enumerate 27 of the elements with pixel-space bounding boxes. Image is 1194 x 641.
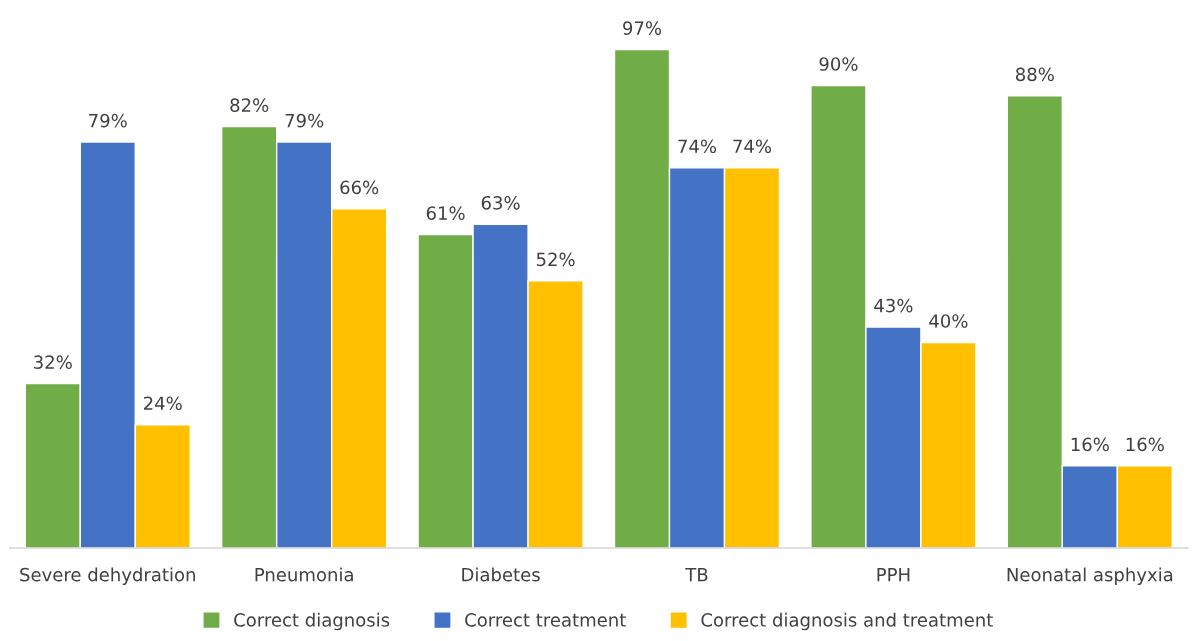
data-label: 66% <box>340 180 379 195</box>
data-label: 74% <box>678 139 717 154</box>
x-tick-label: TB <box>685 568 708 582</box>
data-label: 52% <box>536 252 575 267</box>
data-label: 16% <box>1071 437 1109 452</box>
legend-label: Correct treatment <box>465 613 626 627</box>
data-label: 97% <box>623 21 662 35</box>
x-tick-label: PPH <box>877 568 910 582</box>
legend-label: Correct diagnosis and treatment <box>701 612 993 631</box>
data-label: 16% <box>1126 437 1164 452</box>
data-label: 32% <box>34 355 72 369</box>
x-tick-label: Diabetes <box>462 567 540 582</box>
data-label: 40% <box>929 314 968 328</box>
x-tick-label: Pneumonia <box>255 567 353 582</box>
legend-label: Correct diagnosis <box>234 612 390 631</box>
data-label: 79% <box>285 113 324 128</box>
data-label: 79% <box>89 113 127 128</box>
data-label: 74% <box>733 139 772 154</box>
data-label: 61% <box>426 206 465 220</box>
data-label: 24% <box>144 396 182 411</box>
data-label: 82% <box>230 98 269 112</box>
data-label: 88% <box>1015 67 1054 82</box>
x-tick-label: Severe dehydration <box>20 567 195 585</box>
x-tick-label: Neonatal asphyxia <box>1007 567 1173 585</box>
data-label: 43% <box>874 298 913 313</box>
data-label: 63% <box>481 195 520 210</box>
data-label: 90% <box>819 57 858 71</box>
